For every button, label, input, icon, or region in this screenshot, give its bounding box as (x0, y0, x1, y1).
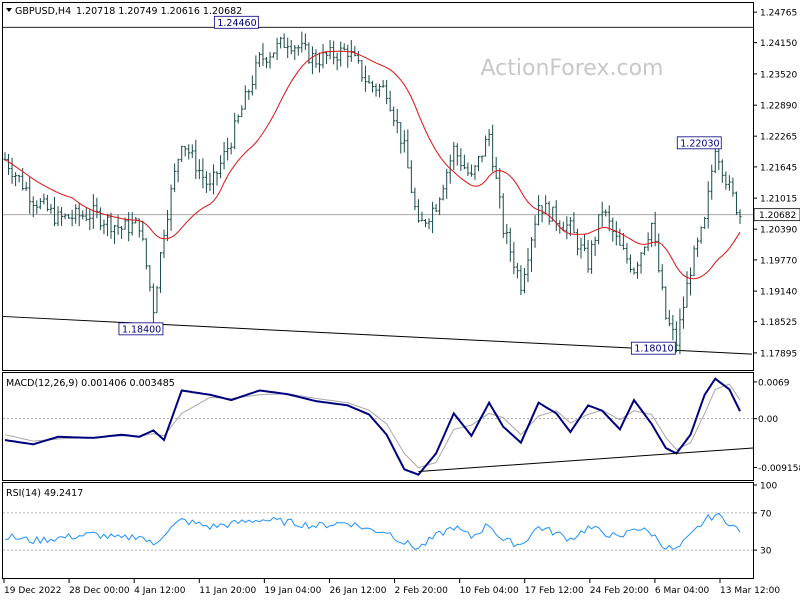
price-tick-label: 1.21645 (760, 163, 797, 173)
time-tick-label: 10 Feb 04:00 (460, 586, 519, 596)
annotation-box (630, 341, 676, 355)
time-tick-label: 24 Feb 20:00 (590, 586, 649, 596)
current-price-tag (753, 208, 800, 222)
annotation-label: 1.22030 (680, 138, 719, 149)
time-tick-label: 19 Dec 2022 (4, 586, 62, 596)
price-annotations: 1.24460 1.18400 1.18010 1.22030 (118, 15, 722, 355)
macd-plot (3, 377, 754, 476)
annotation-box (676, 136, 722, 150)
rsi-tick-label: 30 (760, 547, 772, 557)
watermark: ActionForex.com (481, 56, 664, 81)
price-y-axis: 1.24765 1.24150 1.23520 1.22890 1.22265 1.216… (753, 9, 797, 359)
rsi-y-axis: 100 70 30 (753, 482, 777, 557)
macd-trendline (418, 447, 754, 472)
time-tick-label: 11 Jan 20:00 (199, 586, 256, 596)
rsi-tick-label: 70 (760, 509, 772, 519)
annotation-box (118, 322, 164, 336)
macd-tick-label: 0.0069 (758, 378, 790, 388)
annotation-box (213, 15, 259, 29)
time-tick-label: 28 Dec 00:00 (69, 586, 130, 596)
macd-tick-label: 0.00 (758, 415, 778, 425)
price-tick-label: 1.24765 (760, 9, 797, 19)
price-gridlines: 1.20682 (2, 26, 800, 355)
annotation-label: 1.18010 (634, 344, 673, 355)
time-axis: 19 Dec 2022 28 Dec 00:00 4 Jan 12:00 11 Jan… (3, 579, 780, 596)
time-tick-label: 13 Mar 12:00 (720, 586, 780, 596)
rsi-tick-label: 100 (760, 482, 777, 492)
time-tick-label: 19 Jan 04:00 (264, 586, 321, 596)
ohlc-values: 1.20718 1.20749 1.20616 1.20682 (76, 6, 242, 17)
rsi-title: RSI(14) 49.2417 (6, 488, 83, 499)
macd-title: MACD(12,26,9) 0.001406 0.003485 (6, 378, 175, 389)
annotation-label: 1.18400 (122, 324, 161, 335)
price-panel-frame (2, 2, 754, 371)
time-tick-label: 6 Mar 04:00 (655, 586, 710, 596)
price-tick-label: 1.23520 (760, 70, 797, 80)
macd-tick-label: -0.009158 (758, 464, 800, 474)
price-tick-label: 1.19140 (760, 288, 797, 298)
rsi-plot (3, 512, 753, 551)
price-tick-label: 1.17895 (760, 349, 797, 359)
macd-signal-line (4, 383, 741, 469)
price-tick-label: 1.20390 (760, 226, 797, 236)
price-tick-label: 1.21015 (760, 195, 797, 205)
price-tick-label: 1.18525 (760, 318, 797, 328)
price-tick-label: 1.19770 (760, 256, 797, 266)
dropdown-triangle-icon[interactable] (6, 8, 12, 12)
price-tick-label: 1.24150 (760, 39, 797, 49)
time-tick-label: 26 Jan 12:00 (329, 586, 386, 596)
annotation-label: 1.24460 (217, 18, 256, 29)
price-tick-label: 1.22265 (760, 133, 797, 143)
rsi-panel-frame (2, 482, 754, 579)
current-price-label: 1.20682 (759, 211, 796, 221)
moving-average (4, 50, 741, 280)
rsi-line (4, 512, 741, 550)
time-tick-label: 17 Feb 12:00 (525, 586, 584, 596)
time-tick-label: 4 Jan 12:00 (134, 586, 186, 596)
symbol-label: GBPUSD,H4 (15, 6, 71, 17)
macd-y-axis: 0.0069 0.00 -0.009158 (753, 378, 800, 474)
price-tick-label: 1.22890 (760, 102, 797, 112)
macd-panel-frame (2, 372, 754, 481)
ma-line (4, 50, 741, 280)
macd-main-line (4, 377, 741, 476)
time-tick-label: 2 Feb 20:00 (395, 586, 449, 596)
